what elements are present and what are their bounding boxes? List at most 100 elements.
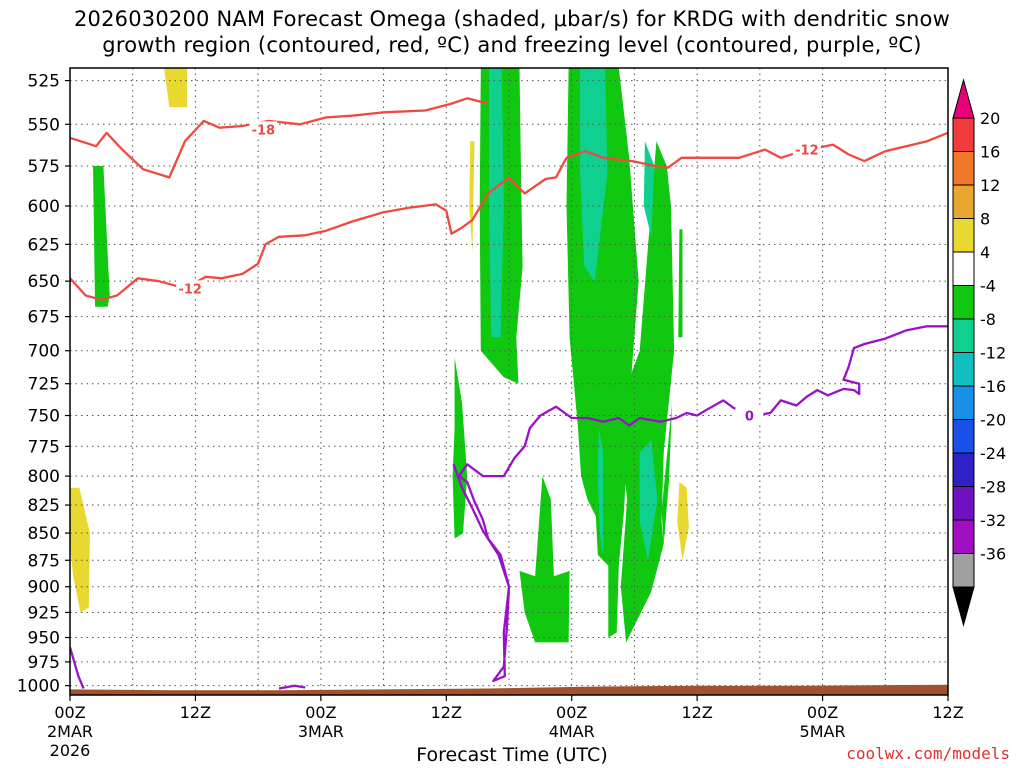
chart-title-line1: 2026030200 NAM Forecast Omega (shaded, μ… xyxy=(74,7,950,31)
plot-border xyxy=(69,67,949,696)
contour-label-bg xyxy=(735,407,764,423)
y-tick-label: 700 xyxy=(28,342,60,362)
freezing-contour-0 xyxy=(452,463,511,683)
x-tick-label: 2MAR xyxy=(47,722,93,741)
colorbar-swatch xyxy=(952,218,975,253)
freezing-contour-3 xyxy=(278,684,306,690)
colorbar-swatch xyxy=(952,184,975,219)
y-tick-label: 650 xyxy=(28,272,60,292)
omega-region-13 xyxy=(489,68,504,338)
contour-label: 0 xyxy=(745,410,754,425)
colorbar-label: -12 xyxy=(980,344,1006,363)
omega-region-1 xyxy=(70,487,90,613)
y-tick-label: 825 xyxy=(28,496,60,516)
y-axis: 525 550 575 600 625 650 675 700 725 750 775 800 825 8… xyxy=(17,72,70,697)
plot-frame xyxy=(69,67,949,696)
y-tick-label: 775 xyxy=(28,437,60,457)
y-tick-label: 800 xyxy=(28,467,60,487)
x-tick-label: 00Z xyxy=(807,703,838,722)
x-tick-label: 12Z xyxy=(681,703,712,722)
contour-label: -12 xyxy=(178,282,202,297)
colorbar-swatch xyxy=(952,251,975,286)
contour-label-bg xyxy=(176,280,205,296)
contour-label-bg xyxy=(249,121,278,137)
omega-region-4 xyxy=(677,482,689,561)
x-tick-label: 12Z xyxy=(932,703,963,722)
x-tick-label: 00Z xyxy=(556,703,587,722)
credit-link[interactable]: coolwx.com/models xyxy=(846,744,1010,763)
omega-region-17 xyxy=(639,440,658,561)
colorbar-label: -32 xyxy=(980,511,1006,530)
colorbar-label: -24 xyxy=(980,444,1006,463)
y-tick-label: 725 xyxy=(28,375,60,395)
x-tick-label: 2026 xyxy=(50,741,91,760)
colorbar-swatch xyxy=(952,117,975,152)
y-tick-label: 925 xyxy=(28,603,60,623)
colorbar-swatch xyxy=(952,553,975,588)
y-tick-label: 625 xyxy=(28,235,60,255)
colorbar-label: 16 xyxy=(980,143,1000,162)
y-tick-label: 900 xyxy=(28,578,60,598)
omega-region-7 xyxy=(452,357,468,539)
colorbar: 20 16 12 8 4 -4 -8 -12 -16 -20 -24 -28 -32 -36 xyxy=(952,78,1006,627)
omega-region-14 xyxy=(580,68,608,282)
contour-label: -18 xyxy=(252,123,276,138)
colorbar-label: -16 xyxy=(980,377,1006,396)
y-tick-label: 875 xyxy=(28,551,60,571)
y-tick-label: 1000 xyxy=(17,677,60,697)
dgz-contour-1 xyxy=(70,131,948,301)
omega-shading xyxy=(70,68,689,643)
omega-region-10 xyxy=(661,402,673,544)
y-tick-label: 575 xyxy=(28,157,60,177)
colorbar-swatch xyxy=(952,452,975,487)
colorbar-swatch xyxy=(952,352,975,387)
terrain-area xyxy=(70,684,948,695)
contour-label: -12 xyxy=(795,144,819,159)
x-tick-label: 5MAR xyxy=(800,722,846,741)
colorbar-swatch xyxy=(952,151,975,186)
x-tick-label: 12Z xyxy=(431,703,462,722)
x-tick-label: 4MAR xyxy=(549,722,595,741)
colorbar-label: 4 xyxy=(980,243,990,262)
y-tick-label: 675 xyxy=(28,308,60,328)
colorbar-top-arrow xyxy=(952,78,975,119)
colorbar-bottom-arrow xyxy=(952,586,975,627)
omega-region-9 xyxy=(620,141,675,643)
colorbar-label: -20 xyxy=(980,411,1006,430)
freezing-contour-1 xyxy=(457,325,948,478)
colorbar-label: -36 xyxy=(980,545,1006,564)
x-tick-label: 00Z xyxy=(305,703,336,722)
colorbar-label: -4 xyxy=(980,277,996,296)
colorbar-swatch xyxy=(952,385,975,420)
y-tick-label: 525 xyxy=(28,72,60,92)
terrain-fill xyxy=(70,684,948,695)
temperature-contours xyxy=(70,97,948,690)
colorbar-label: 20 xyxy=(980,109,1000,128)
y-tick-label: 600 xyxy=(28,197,60,217)
chart-title: 2026030200 NAM Forecast Omega (shaded, μ… xyxy=(0,6,1024,58)
y-tick-label: 550 xyxy=(28,115,60,135)
colorbar-swatch xyxy=(952,285,975,320)
dgz-contour-0 xyxy=(70,97,489,179)
colorbar-label: 8 xyxy=(980,210,990,229)
omega-region-12 xyxy=(519,476,570,643)
colorbar-label: 12 xyxy=(980,176,1000,195)
y-tick-label: 975 xyxy=(28,653,60,673)
x-tick-label: 00Z xyxy=(54,703,85,722)
y-tick-label: 950 xyxy=(28,628,60,648)
y-tick-label: 850 xyxy=(28,524,60,544)
colorbar-swatch xyxy=(952,419,975,454)
y-tick-label: 750 xyxy=(28,407,60,427)
omega-region-0 xyxy=(164,68,188,108)
freezing-contour-2 xyxy=(70,646,85,689)
colorbar-swatch xyxy=(952,519,975,554)
contour-label-bg xyxy=(792,141,821,157)
x-tick-label: 3MAR xyxy=(298,722,344,741)
colorbar-swatch xyxy=(952,486,975,521)
x-axis-title: Forecast Time (UTC) xyxy=(416,744,608,766)
omega-region-2 xyxy=(469,141,475,252)
colorbar-label: -28 xyxy=(980,478,1006,497)
x-tick-label: 12Z xyxy=(180,703,211,722)
